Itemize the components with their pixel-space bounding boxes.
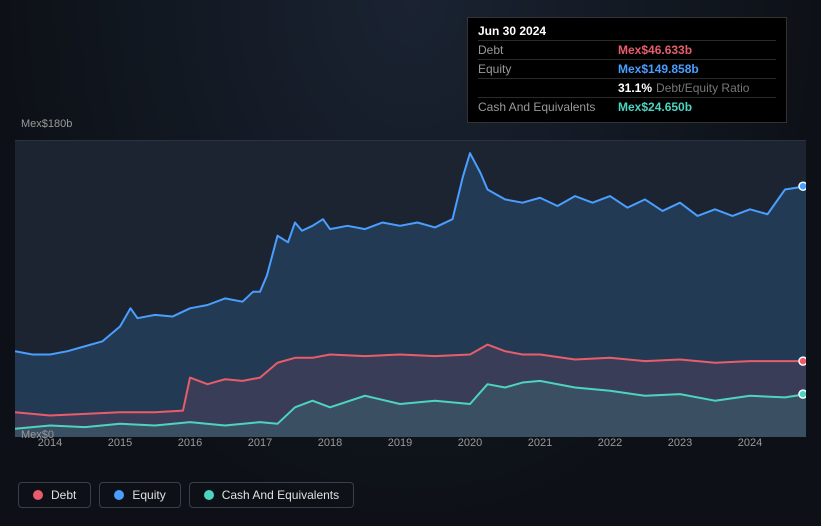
x-axis-tick: 2021	[528, 437, 552, 449]
tooltip-row: DebtMex$46.633b	[478, 40, 776, 59]
tooltip-panel: Jun 30 2024 DebtMex$46.633bEquityMex$149…	[467, 17, 787, 123]
legend-item[interactable]: Cash And Equivalents	[189, 482, 354, 508]
chart-area: Mex$180b Mex$0 2014201520162017201820192…	[15, 120, 806, 451]
legend-item[interactable]: Equity	[99, 482, 180, 508]
legend-label: Debt	[51, 488, 76, 502]
chart-plot[interactable]	[15, 140, 806, 437]
tooltip-row: EquityMex$149.858b	[478, 59, 776, 78]
legend-dot-icon	[114, 490, 124, 500]
x-axis-tick: 2024	[738, 437, 762, 449]
x-axis: 2014 2015 2016 2017 2018 2019 2020 2021 2022 2023…	[15, 437, 806, 451]
y-axis-max-label: Mex$180b	[21, 118, 72, 130]
legend-dot-icon	[204, 490, 214, 500]
tooltip-row: Cash And EquivalentsMex$24.650b	[478, 97, 776, 116]
x-axis-tick: 2016	[178, 437, 202, 449]
x-axis-tick: 2015	[108, 437, 132, 449]
x-axis-tick: 2022	[598, 437, 622, 449]
x-axis-tick: 2014	[38, 437, 62, 449]
legend-item[interactable]: Debt	[18, 482, 91, 508]
x-axis-tick: 2018	[318, 437, 342, 449]
legend: Debt Equity Cash And Equivalents	[18, 482, 354, 508]
legend-label: Cash And Equivalents	[222, 488, 339, 502]
x-axis-tick: 2019	[388, 437, 412, 449]
tooltip-date: Jun 30 2024	[478, 24, 776, 38]
x-axis-tick: 2017	[248, 437, 272, 449]
x-axis-tick: 2020	[458, 437, 482, 449]
legend-dot-icon	[33, 490, 43, 500]
x-axis-tick: 2023	[668, 437, 692, 449]
legend-label: Equity	[132, 488, 165, 502]
tooltip-row: 31.1%Debt/Equity Ratio	[478, 78, 776, 97]
